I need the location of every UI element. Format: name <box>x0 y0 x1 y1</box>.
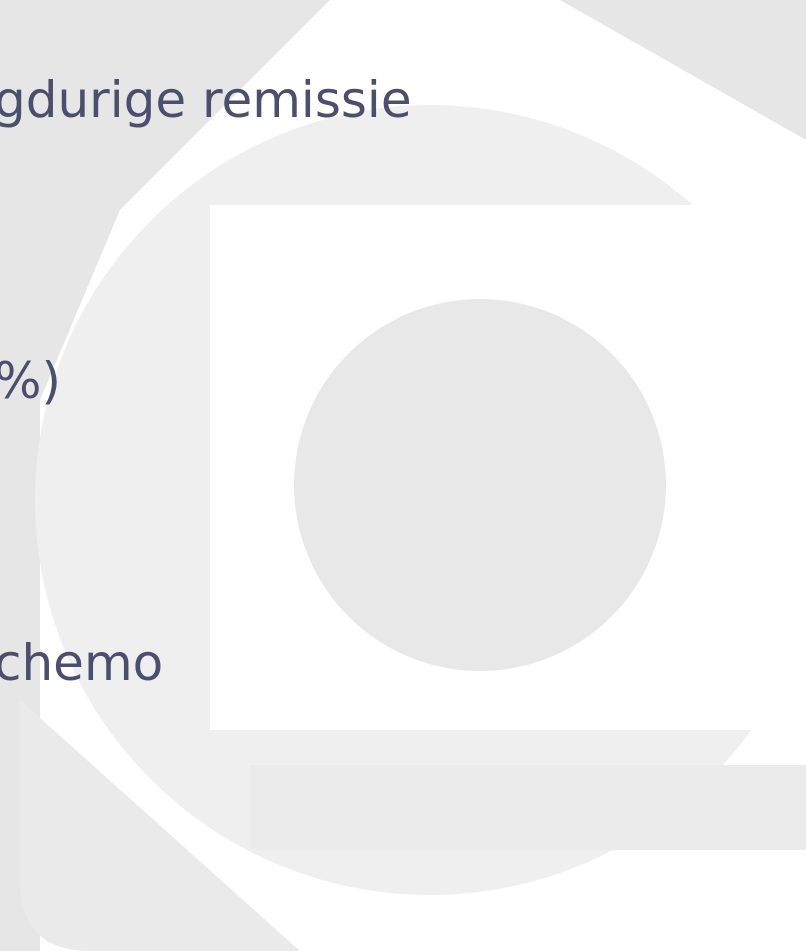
text-line: gdurige remissie <box>0 71 412 129</box>
bottom-bar <box>250 765 806 850</box>
text-line: chemo <box>0 634 163 692</box>
lower-left-arc <box>20 500 300 951</box>
top-right-corner <box>560 0 806 140</box>
left-band <box>0 0 330 951</box>
text-line: %) <box>0 352 61 410</box>
inner-circle <box>294 299 666 671</box>
